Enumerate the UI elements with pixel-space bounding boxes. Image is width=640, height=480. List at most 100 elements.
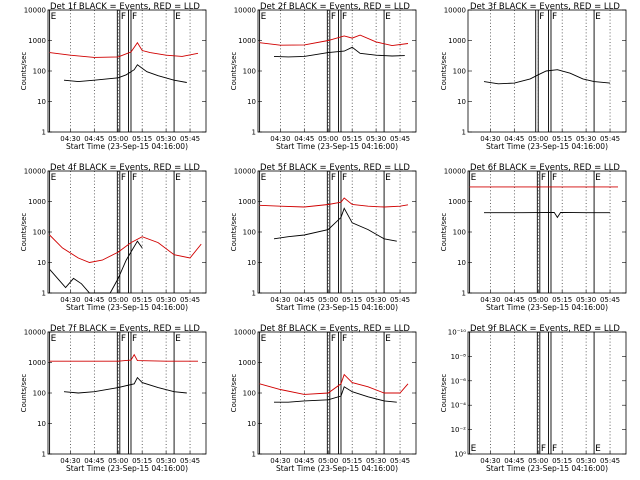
x-tick-label: 05:15 — [132, 296, 152, 304]
plot-frame — [257, 170, 417, 294]
x-tick-label: 05:30 — [366, 457, 386, 465]
x-tick-label: 05:15 — [342, 457, 362, 465]
x-tick-label: 05:30 — [156, 457, 176, 465]
y-tick-label: 10000 — [234, 7, 256, 15]
y-axis-label: Counts/sec — [230, 52, 238, 91]
event-marker-label: E — [385, 334, 391, 344]
x-tick-label: 05:30 — [576, 457, 596, 465]
event-marker-label: E — [51, 173, 57, 183]
plot-frame — [467, 170, 627, 294]
plot-title: Det 7f BLACK = Events, RED = LLD — [50, 324, 200, 334]
y-tick-label: 1 — [42, 129, 46, 137]
event-marker-label: E — [175, 12, 181, 22]
y-tick-label: 10 — [37, 98, 46, 106]
x-axis-label: Start Time (23-Sep-15 04:16:00) — [486, 142, 608, 151]
y-tick-label: 10 — [37, 259, 46, 267]
event-marker-label: F — [331, 173, 336, 183]
x-tick-label: 04:45 — [504, 457, 524, 465]
event-marker-label: F — [132, 12, 137, 22]
x-axis-label: Start Time (23-Sep-15 04:16:00) — [276, 142, 398, 151]
y-tick-label: 10 — [457, 259, 466, 267]
event-marker-label: E — [51, 12, 57, 22]
plot-title: Det 1f BLACK = Events, RED = LLD — [50, 2, 200, 12]
series-events-line — [273, 46, 405, 58]
x-tick-label: 05:00 — [318, 296, 338, 304]
plot-panel-1: Det 1f BLACK = Events, RED = LLD 04:30 04:… — [20, 2, 207, 151]
event-marker-label: E — [51, 334, 57, 344]
plot-frame — [47, 9, 207, 133]
x-axis-label: Start Time (23-Sep-15 04:16:00) — [276, 464, 398, 473]
x-tick-label: 04:30 — [60, 296, 80, 304]
event-marker-label: F — [132, 173, 137, 183]
x-tick-label: 05:30 — [156, 296, 176, 304]
event-marker-label: E — [175, 173, 181, 183]
x-tick-label: 05:00 — [108, 457, 128, 465]
x-tick-label: 05:45 — [600, 135, 620, 143]
x-tick-label: 05:30 — [576, 296, 596, 304]
event-marker-label: E — [261, 12, 267, 22]
x-tick-label: 05:15 — [132, 135, 152, 143]
plot-panel-5: Det 5f BLACK = Events, RED = LLD 04:30 04:… — [230, 163, 417, 312]
event-marker-label: E — [595, 444, 601, 454]
event-marker-label: F — [121, 334, 126, 344]
y-tick-label: 100 — [243, 390, 256, 398]
x-tick-label: 05:15 — [132, 457, 152, 465]
event-marker-label: E — [595, 12, 601, 22]
event-marker-label: F — [552, 12, 557, 22]
x-tick-label: 04:30 — [270, 296, 290, 304]
x-tick-label: 05:45 — [180, 296, 200, 304]
x-tick-label: 05:30 — [156, 135, 176, 143]
y-tick-label: 100 — [33, 68, 46, 76]
x-tick-label: 04:30 — [480, 135, 500, 143]
plot-title: Det 2f BLACK = Events, RED = LLD — [260, 2, 410, 12]
y-tick-label: 10⁻² — [451, 426, 467, 434]
x-tick-label: 05:45 — [600, 296, 620, 304]
y-axis-label: Counts/sec — [20, 374, 28, 413]
y-tick-label: 100 — [243, 229, 256, 237]
y-axis-label: Counts/sec — [440, 374, 448, 413]
y-tick-label: 10 — [247, 98, 256, 106]
plot-panel-6: Det 6f BLACK = Events, RED = LLD 04:30 04:… — [440, 163, 627, 312]
plot-panel-8: Det 8f BLACK = Events, RED = LLD 04:30 04:… — [230, 324, 417, 473]
x-tick-label: 05:30 — [366, 296, 386, 304]
y-tick-label: 10000 — [444, 168, 466, 176]
x-tick-label: 05:45 — [180, 457, 200, 465]
x-axis-label: Start Time (23-Sep-15 04:16:00) — [486, 303, 608, 312]
x-tick-label: 04:45 — [504, 135, 524, 143]
x-tick-label: 04:30 — [270, 135, 290, 143]
y-tick-label: 1 — [42, 290, 46, 298]
series-events-line — [484, 211, 610, 219]
x-tick-label: 05:15 — [342, 135, 362, 143]
y-axis-label: Counts/sec — [230, 213, 238, 252]
x-tick-label: 04:45 — [84, 457, 104, 465]
event-marker-label: E — [261, 334, 267, 344]
y-tick-label: 1000 — [448, 37, 466, 45]
y-tick-label: 10⁻⁴ — [451, 402, 467, 410]
x-tick-label: 04:30 — [60, 135, 80, 143]
event-marker-label: F — [121, 12, 126, 22]
plot-title: Det 8f BLACK = Events, RED = LLD — [260, 324, 410, 334]
series-events-line — [483, 69, 611, 85]
y-axis-label: Counts/sec — [20, 213, 28, 252]
y-tick-label: 1 — [462, 290, 466, 298]
y-tick-label: 100 — [453, 68, 466, 76]
plot-frame — [47, 170, 207, 294]
y-tick-label: 1000 — [238, 37, 256, 45]
series-lld-line — [49, 234, 202, 263]
x-tick-label: 05:00 — [528, 296, 548, 304]
event-marker-label: F — [552, 444, 557, 454]
y-tick-label: 1000 — [448, 198, 466, 206]
plot-frame — [467, 331, 627, 455]
x-tick-label: 05:45 — [390, 457, 410, 465]
y-tick-label: 1000 — [238, 359, 256, 367]
y-tick-label: 1000 — [28, 198, 46, 206]
x-tick-label: 04:30 — [480, 296, 500, 304]
y-tick-label: 100 — [453, 229, 466, 237]
plot-title: Det 3f BLACK = Events, RED = LLD — [470, 2, 620, 12]
series-lld-line — [259, 373, 409, 395]
plot-panel-3: Det 3f BLACK = Events, RED = LLD 04:30 04:… — [440, 2, 627, 151]
y-tick-label: 10⁻⁸ — [451, 353, 467, 361]
event-marker-label: E — [595, 173, 601, 183]
plot-title: Det 4f BLACK = Events, RED = LLD — [50, 163, 200, 173]
